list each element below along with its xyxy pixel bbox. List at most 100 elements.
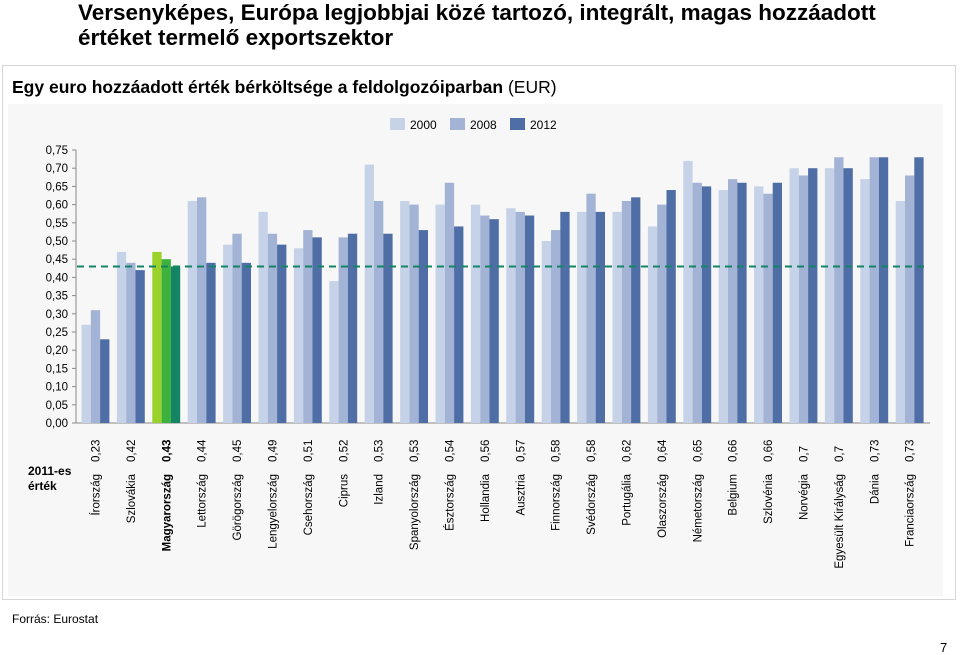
value-2011-label: 0,23 — [90, 440, 102, 462]
bar-2012 — [843, 168, 853, 423]
value-row-label: 2011-es — [28, 464, 72, 478]
bar-2000 — [258, 211, 268, 423]
bar-2008 — [763, 193, 773, 423]
bar-2012 — [383, 233, 393, 423]
bar-2000 — [81, 324, 91, 423]
category-label: Belgium — [728, 474, 740, 516]
bar-2008 — [338, 237, 348, 423]
value-2011-label: 0,73 — [869, 440, 881, 462]
bar-2008 — [515, 211, 525, 423]
y-tick-label: 0,60 — [46, 200, 68, 212]
bar-2008 — [834, 157, 844, 423]
value-2011-label: 0,51 — [303, 440, 315, 462]
bar-2008 — [409, 204, 419, 423]
value-2011-label: 0,53 — [374, 440, 386, 462]
bar-2000 — [895, 200, 905, 423]
value-2011-label: 0,73 — [905, 440, 917, 462]
category-label: Spanyolország — [409, 474, 421, 550]
bar-2012 — [524, 215, 535, 423]
legend-swatch-2008 — [450, 118, 465, 130]
bar-2000 — [223, 244, 233, 423]
bar-2012 — [772, 182, 782, 423]
bar-2008 — [551, 230, 561, 423]
bar-2000 — [718, 190, 728, 423]
bar-2012 — [666, 190, 676, 423]
y-tick-label: 0,45 — [46, 254, 68, 266]
bar-2012 — [347, 233, 358, 423]
bar-2000 — [506, 208, 516, 423]
bar-2012 — [595, 211, 605, 423]
bar-2000 — [541, 241, 551, 423]
bar-2008 — [869, 157, 879, 423]
legend-swatch-2012 — [510, 118, 525, 130]
bar-2000 — [329, 281, 339, 423]
bar-2008 — [480, 215, 490, 423]
bar-2012 — [170, 266, 181, 423]
y-tick-label: 0,35 — [46, 291, 68, 303]
bar-2012 — [878, 157, 889, 423]
category-label: Finnország — [551, 474, 563, 531]
bar-2012 — [100, 339, 110, 423]
y-tick-label: 0,75 — [46, 145, 68, 157]
y-tick-label: 0,50 — [46, 236, 68, 248]
bar-2012 — [631, 197, 641, 423]
bar-2000 — [860, 179, 870, 423]
value-2011-label: 0,49 — [267, 440, 279, 462]
bar-2000 — [754, 186, 764, 423]
value-2011-label: 0,66 — [763, 440, 775, 462]
value-2011-label: 0,65 — [692, 440, 704, 462]
value-2011-label: 0,42 — [126, 440, 138, 462]
legend-label-2008: 2008 — [470, 118, 497, 132]
bar-2012 — [241, 262, 251, 423]
bar-2012 — [489, 219, 499, 423]
category-label: Izland — [374, 474, 386, 505]
y-tick-label: 0,20 — [46, 345, 68, 357]
bar-2000 — [789, 168, 799, 423]
bar-2008 — [586, 193, 596, 423]
category-label: Norvégia — [798, 473, 810, 520]
bar-2000 — [683, 160, 693, 424]
value-2011-label: 0,62 — [621, 440, 633, 462]
category-label: Dánia — [869, 473, 881, 504]
bar-2000 — [824, 168, 835, 423]
y-tick-label: 0,65 — [46, 181, 68, 193]
category-label: Írország — [89, 474, 102, 516]
value-2011-label: 0,56 — [480, 440, 492, 462]
bar-2008 — [232, 233, 242, 423]
bar-2008 — [798, 175, 809, 423]
y-tick-label: 0,30 — [46, 309, 68, 321]
bar-2008 — [126, 262, 136, 423]
value-2011-label: 0,66 — [728, 440, 740, 462]
bar-2012 — [560, 211, 570, 423]
bar-2008 — [692, 182, 702, 423]
y-tick-label: 0,25 — [46, 327, 68, 339]
chart-title: Egy euro hozzáadott érték bérköltsége a … — [12, 76, 557, 98]
y-tick-label: 0,00 — [46, 418, 68, 430]
bar-2012 — [312, 237, 322, 423]
y-tick-label: 0,40 — [46, 272, 68, 284]
value-2011-label: 0,54 — [444, 439, 456, 462]
category-label: Egyesült Királyság — [834, 474, 846, 569]
bar-2008 — [905, 175, 915, 423]
category-label: Portugália — [621, 473, 633, 525]
bar-2000 — [293, 248, 304, 423]
category-label: Szlovénia — [763, 473, 775, 523]
chart-title-main: Egy euro hozzáadott érték bérköltsége a … — [12, 77, 504, 97]
bar-2012 — [914, 157, 924, 423]
bar-2000 — [152, 251, 162, 423]
bar-2000 — [187, 200, 197, 423]
bar-2008 — [161, 259, 171, 423]
bar-2000 — [647, 226, 658, 423]
bar-2000 — [400, 200, 410, 423]
category-label: Németország — [692, 474, 704, 542]
value-2011-label: 0,44 — [197, 439, 209, 462]
category-label: Lettország — [197, 474, 209, 528]
chart-title-unit: (EUR) — [507, 77, 557, 97]
bar-2000 — [116, 251, 127, 423]
value-2011-label: 0,53 — [409, 440, 421, 462]
bar-2000 — [435, 204, 445, 423]
value-row-label-line2: érték — [28, 479, 57, 493]
bar-2008 — [267, 233, 278, 423]
value-2011-label: 0,7 — [798, 446, 810, 462]
value-2011-label: 0,45 — [232, 440, 244, 462]
